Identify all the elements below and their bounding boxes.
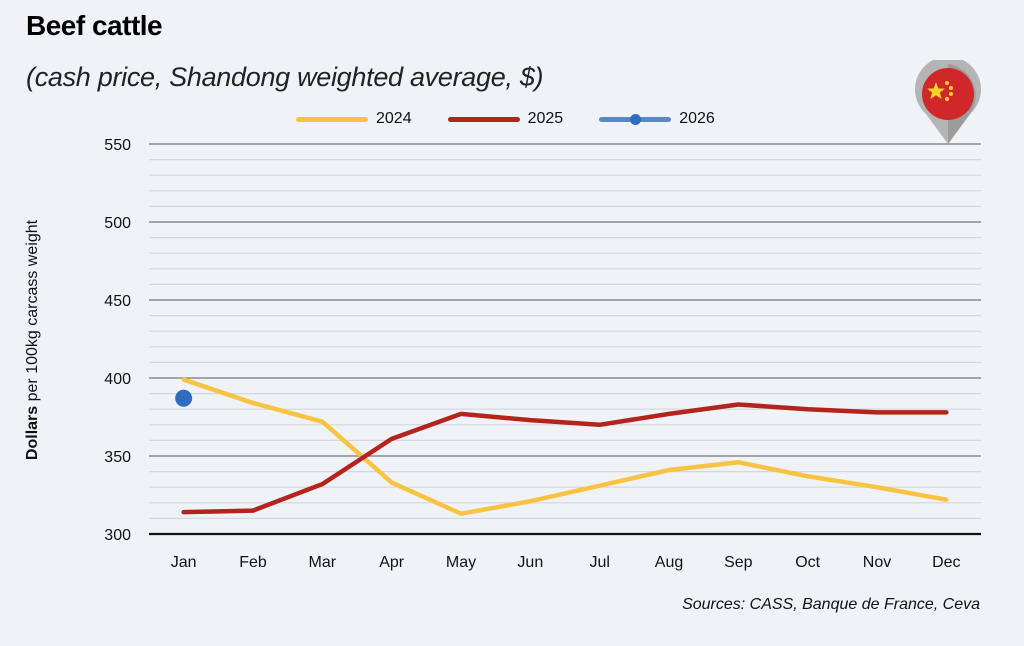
y-tick-label: 500 bbox=[104, 215, 131, 232]
legend: 2024 2025 2026 bbox=[296, 110, 751, 128]
x-tick-label: Dec bbox=[932, 554, 960, 571]
x-tick-label: Jan bbox=[171, 554, 197, 571]
y-tick-label: 350 bbox=[104, 449, 131, 466]
chart-subtitle: (cash price, Shandong weighted average, … bbox=[26, 62, 544, 92]
x-tick-label: Jun bbox=[517, 554, 543, 571]
legend-item-2026: 2026 bbox=[599, 110, 715, 128]
x-tick-label: May bbox=[446, 554, 476, 571]
x-tick-label: Oct bbox=[795, 554, 820, 571]
series-line-2025 bbox=[181, 402, 949, 515]
y-tick-label: 550 bbox=[104, 137, 131, 154]
legend-label-2024: 2024 bbox=[376, 110, 412, 127]
chart-title: Beef cattle bbox=[26, 10, 163, 41]
legend-label-2025: 2025 bbox=[527, 110, 564, 127]
legend-swatch-2025 bbox=[447, 116, 520, 122]
data-point-2026 bbox=[175, 389, 193, 407]
legend-marker-2026 bbox=[630, 113, 642, 125]
x-tick-label: Feb bbox=[239, 554, 267, 571]
source-note: Sources: CASS, Banque de France, Ceva bbox=[682, 596, 980, 613]
x-tick-label: Jul bbox=[589, 554, 609, 571]
y-tick-label: 450 bbox=[104, 293, 131, 310]
x-tick-label: Nov bbox=[863, 554, 891, 571]
x-tick-label: Aug bbox=[655, 554, 683, 571]
x-tick-label: Sep bbox=[724, 554, 753, 571]
legend-item-2024: 2024 bbox=[296, 110, 412, 128]
x-tick-label: Mar bbox=[309, 554, 337, 571]
legend-swatch-2024 bbox=[296, 116, 368, 122]
legend-label-2026: 2026 bbox=[679, 110, 715, 127]
series-line-2024 bbox=[181, 377, 949, 516]
y-tick-label: 400 bbox=[104, 371, 131, 388]
x-tick-label: Apr bbox=[379, 554, 405, 571]
y-tick-label: 300 bbox=[104, 527, 131, 544]
china-flag-pin-icon bbox=[912, 56, 984, 151]
legend-item-2025: 2025 bbox=[447, 110, 564, 128]
legend-swatch-2026 bbox=[599, 113, 672, 125]
